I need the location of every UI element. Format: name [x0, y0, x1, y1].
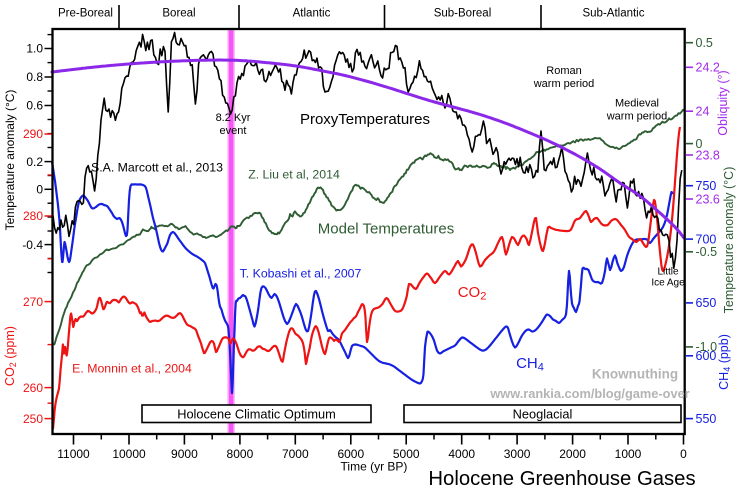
svg-text:warm period: warm period [533, 78, 595, 90]
svg-text:270: 270 [23, 295, 43, 309]
svg-text:6000: 6000 [337, 447, 364, 461]
svg-text:CH4: CH4 [516, 355, 544, 374]
svg-text:Knownuthing: Knownuthing [592, 367, 678, 382]
svg-text:0.8: 0.8 [26, 70, 43, 84]
svg-text:4000: 4000 [448, 447, 475, 461]
svg-text:Holocene Greenhouse Gases: Holocene Greenhouse Gases [428, 468, 695, 490]
svg-text:Model Temperatures: Model Temperatures [318, 221, 454, 238]
svg-text:Boreal: Boreal [162, 8, 195, 20]
svg-text:10000: 10000 [112, 447, 146, 461]
svg-text:550: 550 [696, 412, 717, 426]
svg-text:Time (yr BP): Time (yr BP) [341, 460, 408, 474]
svg-text:290: 290 [23, 127, 43, 141]
svg-text:7000: 7000 [282, 447, 309, 461]
svg-text:Temperature anomaly (°C): Temperature anomaly (°C) [3, 90, 17, 231]
svg-text:8000: 8000 [227, 447, 254, 461]
svg-text:3000: 3000 [504, 447, 531, 461]
svg-text:Neoglacial: Neoglacial [513, 407, 573, 422]
svg-text:Sub-Boreal: Sub-Boreal [434, 8, 492, 20]
svg-text:S.A. Marcott et al., 2013: S.A. Marcott et al., 2013 [91, 161, 223, 175]
svg-text:280: 280 [23, 209, 43, 223]
svg-text:CO2: CO2 [458, 284, 487, 303]
svg-text:600: 600 [696, 349, 717, 363]
svg-text:0.6: 0.6 [26, 99, 43, 113]
svg-text:Pre-Boreal: Pre-Boreal [58, 8, 113, 20]
svg-text:9000: 9000 [171, 447, 198, 461]
svg-text:0: 0 [36, 183, 43, 197]
svg-text:Obliquity (°): Obliquity (°) [716, 70, 730, 135]
svg-text:warm period: warm period [606, 111, 668, 123]
svg-text:CO2 (ppm): CO2 (ppm) [3, 326, 18, 386]
svg-text:5000: 5000 [393, 447, 420, 461]
svg-text:1.0: 1.0 [26, 42, 43, 56]
svg-text:650: 650 [696, 296, 717, 310]
svg-text:-0.5: -0.5 [696, 245, 718, 259]
svg-text:Z. Liu et al, 2014: Z. Liu et al, 2014 [248, 168, 340, 182]
svg-text:23.8: 23.8 [696, 148, 720, 162]
svg-text:Atlantic: Atlantic [293, 8, 331, 20]
svg-text:250: 250 [23, 412, 43, 426]
svg-text:Medieval: Medieval [615, 98, 659, 110]
svg-text:8.2 Kyr: 8.2 Kyr [216, 112, 251, 124]
svg-text:260: 260 [23, 381, 43, 395]
svg-text:T. Kobashi et al., 2007: T. Kobashi et al., 2007 [240, 267, 362, 281]
svg-text:23.6: 23.6 [696, 192, 720, 206]
svg-text:-1.0: -1.0 [696, 340, 718, 354]
svg-text:Ice Age: Ice Age [651, 278, 685, 289]
svg-text:Little: Little [657, 267, 679, 278]
svg-text:0.5: 0.5 [696, 36, 713, 50]
svg-text:750: 750 [696, 179, 717, 193]
svg-text:24.2: 24.2 [696, 61, 720, 75]
svg-text:ProxyTemperatures: ProxyTemperatures [300, 111, 430, 128]
svg-text:0.2: 0.2 [26, 155, 43, 169]
svg-text:-0.4: -0.4 [22, 238, 43, 252]
svg-text:Holocene Climatic Optimum: Holocene Climatic Optimum [177, 407, 336, 422]
svg-text:E. Monnin et al., 2004: E. Monnin et al., 2004 [72, 362, 192, 376]
svg-text:Sub-Atlantic: Sub-Atlantic [582, 8, 644, 20]
svg-text:1000: 1000 [615, 447, 642, 461]
svg-text:2000: 2000 [559, 447, 586, 461]
svg-text:Temperature anomaly (°C): Temperature anomaly (°C) [722, 167, 736, 314]
svg-text:700: 700 [696, 232, 717, 246]
svg-text:Roman: Roman [546, 65, 581, 77]
svg-text:event: event [220, 125, 247, 137]
svg-text:0: 0 [680, 447, 687, 461]
svg-text:0: 0 [696, 137, 703, 151]
svg-text:CH4 (ppb): CH4 (ppb) [717, 334, 732, 390]
svg-text:11000: 11000 [57, 447, 90, 461]
svg-text:24: 24 [696, 105, 710, 119]
svg-text:www.rankia.com/blog/game-over: www.rankia.com/blog/game-over [489, 386, 689, 401]
